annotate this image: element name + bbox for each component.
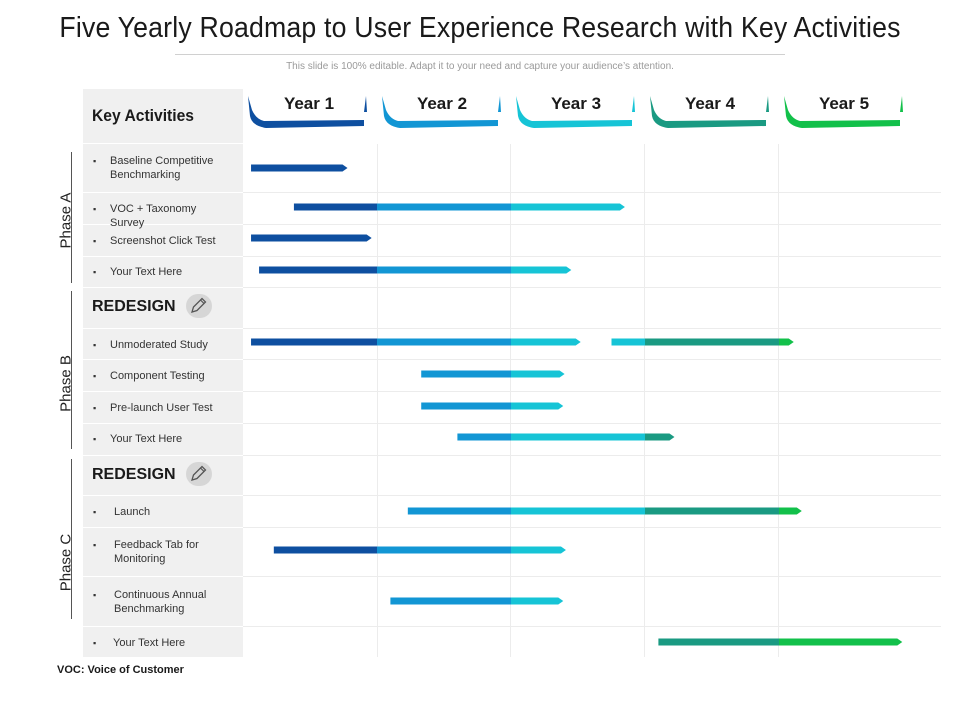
- activity-label: ▪ Launch: [93, 506, 151, 518]
- row-separator: [243, 391, 941, 392]
- row-separator: [243, 256, 941, 257]
- year-tab-shape: [248, 96, 367, 128]
- timeline-bar-segment: [645, 507, 780, 515]
- row-separator: [243, 359, 941, 360]
- timeline-bar-segment: [377, 266, 512, 274]
- phase-b-line: [71, 291, 72, 449]
- timeline-bar-segment: [390, 597, 512, 605]
- row-separator: [243, 626, 941, 627]
- activity-label: ▪ Your Text Here: [93, 433, 183, 445]
- activity-label: ▪ Screenshot Click Test: [93, 235, 216, 247]
- phase-a-line: [71, 152, 72, 283]
- timeline-bar-segment: [259, 266, 378, 274]
- timeline-bar-segment: [377, 546, 512, 554]
- timeline-bar-segment: [293, 203, 378, 211]
- row-separator: [243, 224, 941, 225]
- page-title: Five Yearly Roadmap to User Experience R…: [59, 12, 901, 44]
- redesign-heading: REDESIGN: [92, 298, 176, 315]
- year-tab-shape: [382, 96, 501, 128]
- timeline-bar-segment: [273, 546, 378, 554]
- timeline-bar-segment: [251, 234, 372, 242]
- timeline-bar-segment: [779, 507, 802, 515]
- pencil-icon: [186, 294, 212, 318]
- timeline-bar-segment: [511, 546, 566, 554]
- timeline-bar-segment: [645, 433, 675, 441]
- timeline-bar-segment: [457, 433, 512, 441]
- timeline-bar-segment: [511, 402, 564, 410]
- timeline-bar-segment: [779, 638, 903, 646]
- pencil-icon: [186, 462, 212, 486]
- year-tab-shape: [516, 96, 635, 128]
- year-label: Year 4: [684, 94, 736, 113]
- row-separator: [243, 287, 941, 288]
- title-divider: [175, 54, 785, 55]
- activity-label: ▪ Pre-launch User Test: [93, 402, 213, 414]
- timeline-bar-segment: [511, 370, 565, 378]
- grid-line: [510, 143, 511, 657]
- activity-label: ▪ Your Text Here: [93, 637, 186, 649]
- timeline-bar-segment: [658, 638, 780, 646]
- timeline-bar-segment: [511, 338, 581, 346]
- activity-label: ▪ Continuous Annual Benchmarking: [93, 589, 207, 615]
- year-label: Year 1: [283, 94, 335, 113]
- page-subtitle: This slide is 100% editable. Adapt it to…: [286, 61, 674, 72]
- activity-label: ▪ VOC + Taxonomy Survey: [93, 203, 197, 229]
- timeline-bar-segment: [251, 164, 348, 172]
- year-tab-shape: [784, 96, 903, 128]
- timeline-bar-segment: [511, 203, 625, 211]
- timeline-bar-segment: [779, 338, 794, 346]
- year-tab-shape: [650, 96, 769, 128]
- timeline-bar-segment: [377, 338, 512, 346]
- row-separator: [243, 455, 941, 456]
- grid-line: [778, 143, 779, 657]
- timeline-bar-segment: [645, 338, 780, 346]
- grid-line: [644, 143, 645, 657]
- activity-label: ▪ Feedback Tab for Monitoring: [93, 539, 199, 565]
- year-header-tabs: [248, 96, 903, 128]
- timeline-bar-segment: [511, 433, 646, 441]
- activity-label: ▪ Unmoderated Study: [93, 339, 208, 351]
- row-separator: [243, 328, 941, 329]
- timeline-bar-segment: [251, 338, 378, 346]
- activity-label: ▪ Component Testing: [93, 370, 205, 382]
- timeline-bar-segment: [377, 203, 512, 211]
- timeline-bar-segment: [611, 338, 646, 346]
- year-label: Year 5: [818, 94, 870, 113]
- activity-label: ▪ Baseline Competitive Benchmarking: [93, 155, 214, 181]
- timeline-bar-segment: [511, 266, 572, 274]
- activities-panel: [83, 89, 243, 657]
- key-activities-heading: Key Activities: [92, 106, 195, 125]
- row-separator: [243, 495, 941, 496]
- redesign-heading: REDESIGN: [92, 466, 176, 483]
- timeline-bar-segment: [421, 402, 512, 410]
- timeline-bar-segment: [407, 507, 512, 515]
- phase-c-line: [71, 459, 72, 619]
- timeline-bar-segment: [511, 507, 646, 515]
- year-label: Year 3: [550, 94, 602, 113]
- year-label: Year 2: [416, 94, 468, 113]
- row-separator: [83, 143, 941, 144]
- row-separator: [243, 576, 941, 577]
- row-separator: [243, 527, 941, 528]
- timeline-bar-segment: [511, 597, 564, 605]
- timeline-bar-segment: [421, 370, 512, 378]
- grid-line: [377, 143, 378, 657]
- footer-note: VOC: Voice of Customer: [57, 664, 184, 676]
- row-separator: [243, 192, 941, 193]
- activity-label: ▪ Your Text Here: [93, 266, 183, 278]
- row-separator: [243, 423, 941, 424]
